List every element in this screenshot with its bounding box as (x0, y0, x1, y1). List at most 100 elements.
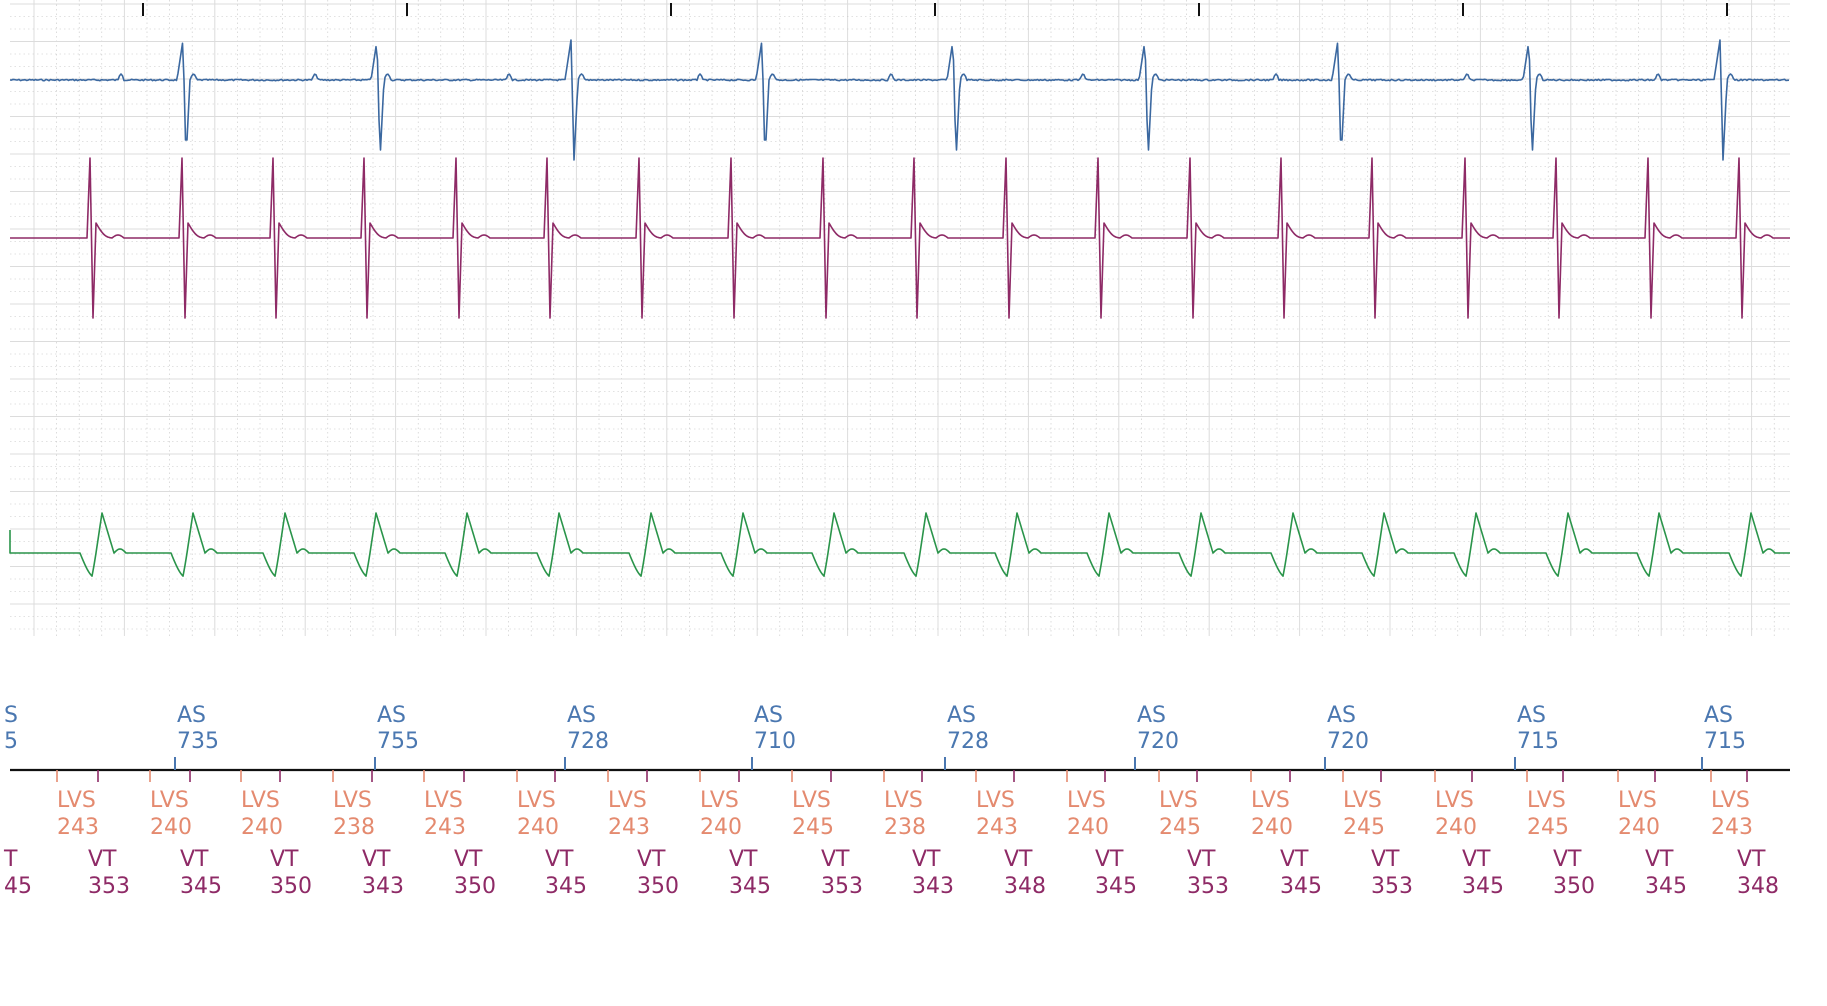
vt-label: VT (1187, 847, 1216, 872)
vt-value: 345 (729, 874, 771, 899)
lvs-value: 243 (1711, 815, 1753, 840)
lvs-value: 240 (1067, 815, 1109, 840)
lvs-value: 243 (976, 815, 1018, 840)
lvs-value: 243 (424, 815, 466, 840)
lvs-label: LVS (884, 788, 923, 813)
lvs-label: LVS (700, 788, 739, 813)
lvs-label: LVS (1435, 788, 1474, 813)
vt-label: VT (1004, 847, 1033, 872)
lvs-value: 240 (1435, 815, 1477, 840)
vt-value: 345 (545, 874, 587, 899)
marker-channel: S5AS735AS755AS728AS710AS728AS720AS720AS7… (3, 703, 1790, 899)
vt-value: 345 (1645, 874, 1687, 899)
vt-value: 353 (1187, 874, 1229, 899)
lvs-label: LVS (1067, 788, 1106, 813)
egm-traces (9, 39, 1790, 577)
lvs-value: 240 (517, 815, 559, 840)
lvs-label: LVS (1711, 788, 1750, 813)
as-label: AS (947, 703, 976, 728)
vt-value: 350 (270, 874, 312, 899)
trace-rv (10, 157, 1790, 319)
vt-label: VT (1645, 847, 1674, 872)
vt-value-partial: 45 (4, 874, 32, 899)
lvs-value: 238 (884, 815, 926, 840)
lvs-value: 240 (150, 815, 192, 840)
vt-label: VT (912, 847, 941, 872)
lvs-value: 240 (700, 815, 742, 840)
as-label: AS (377, 703, 406, 728)
vt-label-partial: T (3, 847, 18, 872)
vt-label: VT (270, 847, 299, 872)
vt-label: VT (545, 847, 574, 872)
as-value-partial: 5 (4, 729, 18, 754)
lvs-value: 245 (1527, 815, 1569, 840)
vt-value: 353 (821, 874, 863, 899)
as-label: AS (1517, 703, 1546, 728)
as-label: AS (1137, 703, 1166, 728)
lvs-value: 240 (1251, 815, 1293, 840)
as-value: 728 (567, 729, 609, 754)
vt-value: 345 (180, 874, 222, 899)
vt-value: 353 (1371, 874, 1413, 899)
vt-value: 343 (362, 874, 404, 899)
vt-label: VT (1280, 847, 1309, 872)
lvs-label: LVS (424, 788, 463, 813)
lvs-label: LVS (1343, 788, 1382, 813)
vt-label: VT (637, 847, 666, 872)
vt-value: 350 (1553, 874, 1595, 899)
as-value: 715 (1517, 729, 1559, 754)
lvs-label: LVS (241, 788, 280, 813)
lvs-value: 243 (608, 815, 650, 840)
vt-label: VT (1553, 847, 1582, 872)
lvs-label: LVS (1159, 788, 1198, 813)
as-value: 755 (377, 729, 419, 754)
lvs-label: LVS (1618, 788, 1657, 813)
vt-value: 348 (1737, 874, 1779, 899)
top-time-ticks (142, 3, 1728, 16)
vt-value: 345 (1280, 874, 1322, 899)
grid-lines (10, 0, 1790, 636)
vt-label: VT (1371, 847, 1400, 872)
lvs-value: 240 (241, 815, 283, 840)
lvs-label: LVS (57, 788, 96, 813)
as-label: AS (1327, 703, 1356, 728)
lvs-label: LVS (1251, 788, 1290, 813)
as-value: 735 (177, 729, 219, 754)
as-value: 710 (754, 729, 796, 754)
lvs-label: LVS (1527, 788, 1566, 813)
vt-label: VT (88, 847, 117, 872)
vt-label: VT (180, 847, 209, 872)
vt-label: VT (1737, 847, 1766, 872)
trace-atrial (9, 39, 1790, 161)
lvs-label: LVS (976, 788, 1015, 813)
lvs-label: LVS (608, 788, 647, 813)
vt-label: VT (454, 847, 483, 872)
vt-label: VT (729, 847, 758, 872)
vt-value: 345 (1462, 874, 1504, 899)
lvs-label: LVS (792, 788, 831, 813)
lvs-value: 245 (792, 815, 834, 840)
lvs-value: 240 (1618, 815, 1660, 840)
as-value: 720 (1327, 729, 1369, 754)
as-label: AS (754, 703, 783, 728)
vt-value: 353 (88, 874, 130, 899)
lvs-value: 245 (1159, 815, 1201, 840)
lvs-label: LVS (517, 788, 556, 813)
as-value: 715 (1704, 729, 1746, 754)
trace-lv (9, 512, 1790, 577)
lvs-label: LVS (333, 788, 372, 813)
lvs-value: 245 (1343, 815, 1385, 840)
vt-label: VT (362, 847, 391, 872)
vt-label: VT (1462, 847, 1491, 872)
as-label: AS (1704, 703, 1733, 728)
vt-value: 350 (637, 874, 679, 899)
vt-label: VT (821, 847, 850, 872)
as-label-partial: S (4, 703, 18, 728)
lvs-value: 243 (57, 815, 99, 840)
as-label: AS (567, 703, 596, 728)
vt-value: 348 (1004, 874, 1046, 899)
lvs-label: LVS (150, 788, 189, 813)
lvs-value: 238 (333, 815, 375, 840)
as-label: AS (177, 703, 206, 728)
